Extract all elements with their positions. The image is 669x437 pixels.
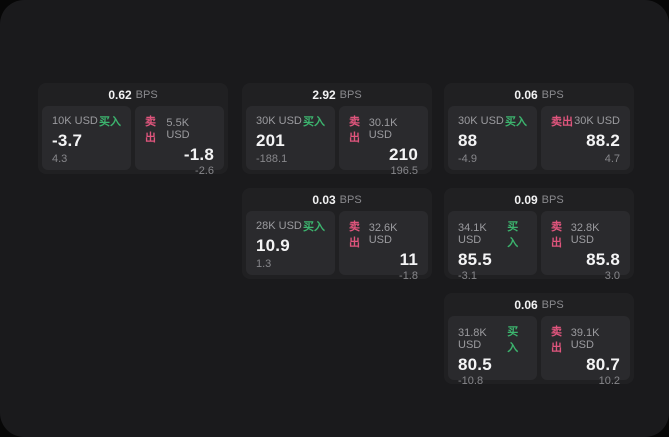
sell-price: 11: [399, 250, 418, 269]
buy-side-label: 买入: [303, 221, 325, 233]
sell-size: 30.1K USD: [368, 117, 398, 141]
buy-price: 201: [256, 131, 285, 150]
buy-price: 88: [458, 131, 478, 150]
buy-side-label: 买入: [99, 116, 121, 128]
sell-side-label: 卖出: [349, 116, 360, 144]
bps-header: 0.03 BPS: [246, 188, 428, 211]
sell-size: 32.8K USD: [570, 222, 600, 246]
bps-value: 0.62: [108, 87, 132, 102]
buy-side-label: 买入: [303, 116, 325, 128]
sell-size: 32.6K USD: [368, 222, 398, 246]
sell-sub-value: -1.8: [399, 270, 418, 282]
buy-size: 30K USD: [458, 115, 504, 127]
sell-price: 85.8: [586, 250, 620, 269]
buy-panel[interactable]: 31.8K USD 买入 80.5 -10.8: [448, 316, 537, 387]
quote-card: 0.03 BPS 28K USD 买入 10.9 1.3 卖出 32.6K US…: [242, 188, 432, 282]
sell-price: 80.7: [586, 355, 620, 374]
sell-size: 5.5K USD: [166, 117, 190, 141]
sell-price: 88.2: [586, 131, 620, 150]
buy-side-label: 买入: [507, 326, 519, 354]
bps-unit: BPS: [339, 88, 362, 101]
buy-sub-value: -10.8: [458, 375, 484, 387]
bps-header: 0.06 BPS: [448, 293, 630, 316]
sell-panel[interactable]: 卖出 32.8K USD 85.8 3.0: [541, 211, 630, 282]
buy-sub-value: 4.3: [52, 153, 68, 165]
quote-panels: 30K USD 买入 201 -188.1 卖出 30.1K USD 210 1…: [246, 106, 428, 177]
bps-header: 0.62 BPS: [42, 83, 224, 106]
sell-panel[interactable]: 卖出 30K USD 88.2 4.7: [541, 106, 630, 170]
bps-unit: BPS: [541, 193, 564, 206]
quote-card: 0.09 BPS 34.1K USD 买入 85.5 -3.1 卖出 32.8K…: [444, 188, 634, 282]
buy-price: 10.9: [256, 236, 290, 255]
buy-panel[interactable]: 30K USD 买入 88 -4.9: [448, 106, 537, 170]
sell-side-label: 卖出: [349, 221, 360, 249]
quote-panels: 30K USD 买入 88 -4.9 卖出 30K USD 88.2 4.7: [448, 106, 630, 170]
buy-side-label: 买入: [505, 116, 527, 128]
bps-value: 0.09: [514, 192, 538, 207]
buy-sub-value: -188.1: [256, 153, 288, 165]
sell-sub-value: 196.5: [390, 165, 418, 177]
sell-panel[interactable]: 卖出 5.5K USD -1.8 -2.6: [135, 106, 224, 177]
sell-panel[interactable]: 卖出 32.6K USD 11 -1.8: [339, 211, 428, 282]
sell-panel[interactable]: 卖出 39.1K USD 80.7 10.2: [541, 316, 630, 387]
sell-side-label: 卖出: [145, 116, 156, 144]
bps-unit: BPS: [339, 193, 362, 206]
sell-sub-value: 4.7: [604, 153, 620, 165]
quote-panels: 28K USD 买入 10.9 1.3 卖出 32.6K USD 11 -1.8: [246, 211, 428, 282]
buy-sub-value: -3.1: [458, 270, 477, 282]
buy-price: 85.5: [458, 250, 492, 269]
buy-sub-value: -4.9: [458, 153, 477, 165]
buy-size: 30K USD: [256, 115, 302, 127]
quote-card: 0.06 BPS 31.8K USD 买入 80.5 -10.8 卖出 39.1…: [444, 293, 634, 387]
bps-value: 0.03: [312, 192, 336, 207]
bps-value: 2.92: [312, 87, 336, 102]
sell-side-label: 卖出: [551, 326, 562, 354]
quote-card: 0.06 BPS 30K USD 买入 88 -4.9 卖出 30K USD 8…: [444, 83, 634, 174]
sell-side-label: 卖出: [551, 116, 573, 128]
sell-size: 30K USD: [574, 115, 620, 127]
bps-unit: BPS: [541, 88, 564, 101]
quote-panels: 31.8K USD 买入 80.5 -10.8 卖出 39.1K USD 80.…: [448, 316, 630, 387]
buy-panel[interactable]: 10K USD 买入 -3.7 4.3: [42, 106, 131, 170]
quote-panels: 10K USD 买入 -3.7 4.3 卖出 5.5K USD -1.8 -2.…: [42, 106, 224, 177]
bps-header: 2.92 BPS: [246, 83, 428, 106]
sell-sub-value: -2.6: [195, 165, 214, 177]
buy-panel[interactable]: 28K USD 买入 10.9 1.3: [246, 211, 335, 275]
buy-price: -3.7: [52, 131, 83, 150]
buy-size: 31.8K USD: [458, 327, 487, 351]
bps-unit: BPS: [541, 298, 564, 311]
buy-size: 10K USD: [52, 115, 98, 127]
buy-panel[interactable]: 30K USD 买入 201 -188.1: [246, 106, 335, 170]
sell-sub-value: 3.0: [604, 270, 620, 282]
sell-panel[interactable]: 卖出 30.1K USD 210 196.5: [339, 106, 428, 177]
buy-panel[interactable]: 34.1K USD 买入 85.5 -3.1: [448, 211, 537, 282]
sell-price: 210: [389, 145, 418, 164]
buy-sub-value: 1.3: [256, 258, 272, 270]
sell-side-label: 卖出: [551, 221, 562, 249]
bps-value: 0.06: [514, 297, 538, 312]
quote-panels: 34.1K USD 买入 85.5 -3.1 卖出 32.8K USD 85.8…: [448, 211, 630, 282]
bps-value: 0.06: [514, 87, 538, 102]
sell-size: 39.1K USD: [570, 327, 600, 351]
buy-side-label: 买入: [507, 221, 519, 249]
sell-sub-value: 10.2: [598, 375, 620, 387]
buy-price: 80.5: [458, 355, 492, 374]
bps-header: 0.06 BPS: [448, 83, 630, 106]
quote-card: 2.92 BPS 30K USD 买入 201 -188.1 卖出 30.1K …: [242, 83, 432, 177]
buy-size: 34.1K USD: [458, 222, 487, 246]
bps-unit: BPS: [135, 88, 158, 101]
buy-size: 28K USD: [256, 220, 302, 232]
bps-header: 0.09 BPS: [448, 188, 630, 211]
quote-card: 0.62 BPS 10K USD 买入 -3.7 4.3 卖出 5.5K USD…: [38, 83, 228, 177]
sell-price: -1.8: [183, 145, 214, 164]
